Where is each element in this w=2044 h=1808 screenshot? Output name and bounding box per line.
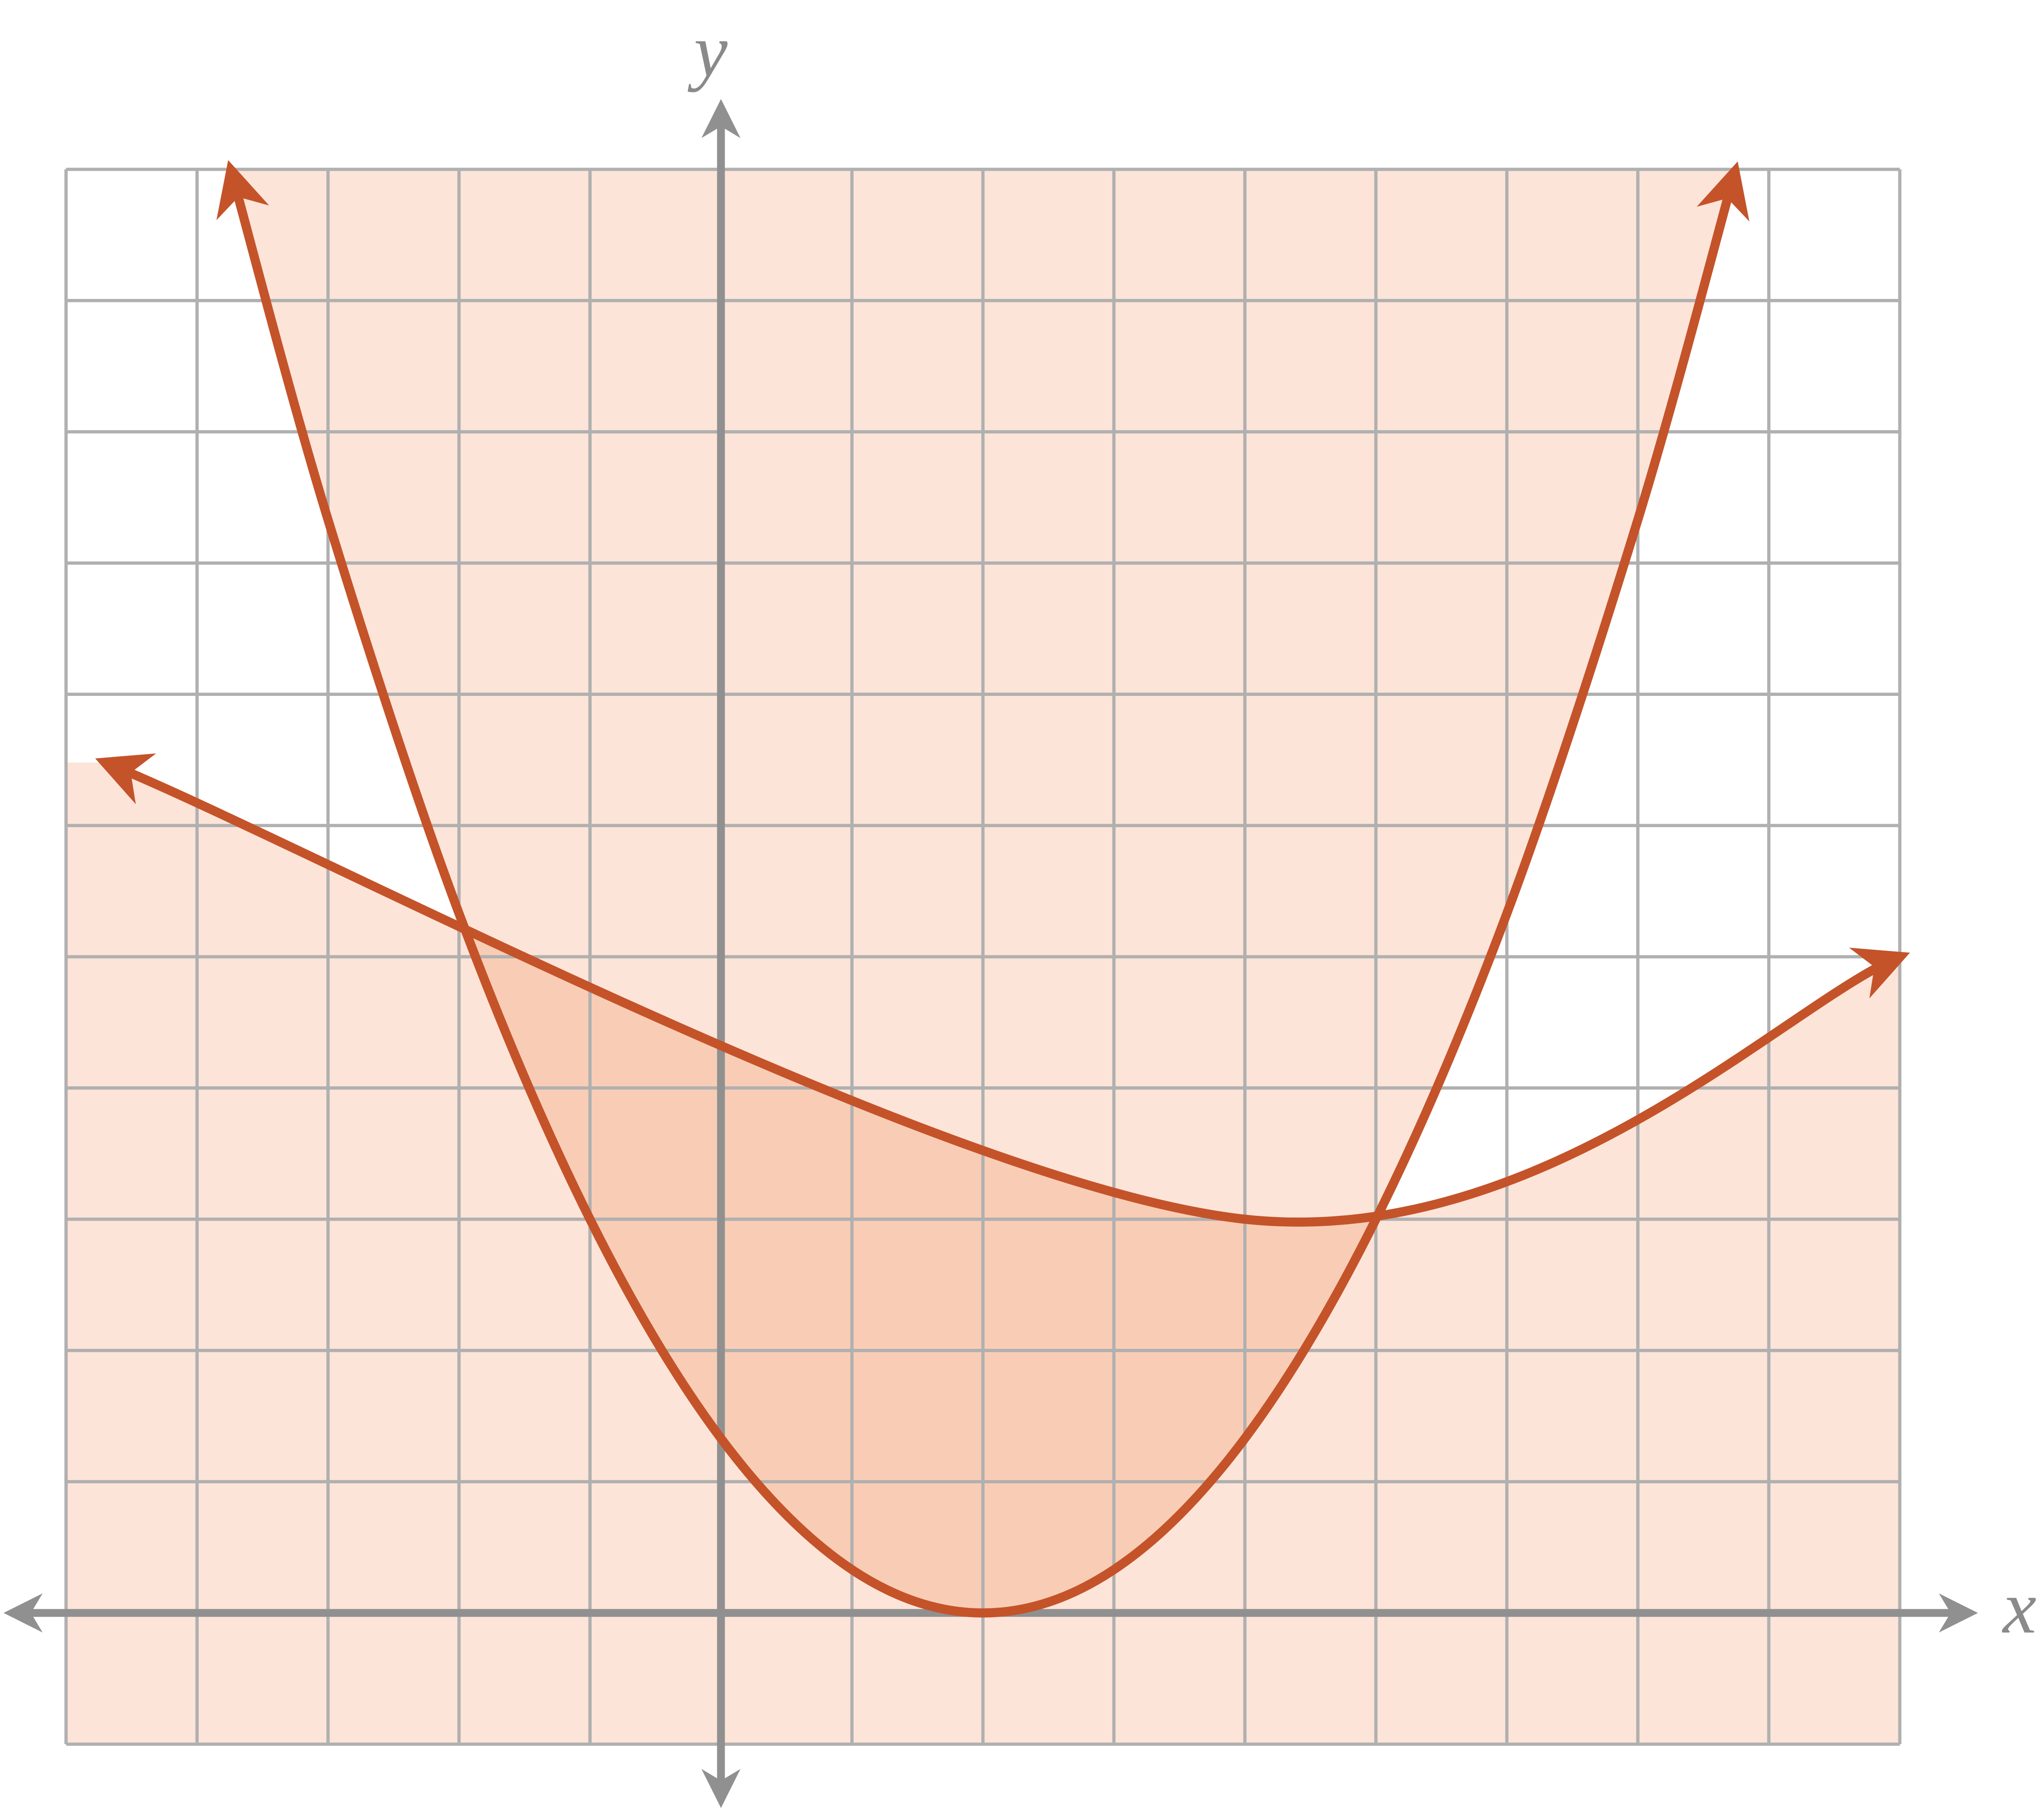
curve (95, 753, 1910, 1227)
y-axis-label: y (687, 9, 728, 93)
x-axis-label: x (2002, 1566, 2037, 1649)
curves (95, 160, 1910, 1618)
